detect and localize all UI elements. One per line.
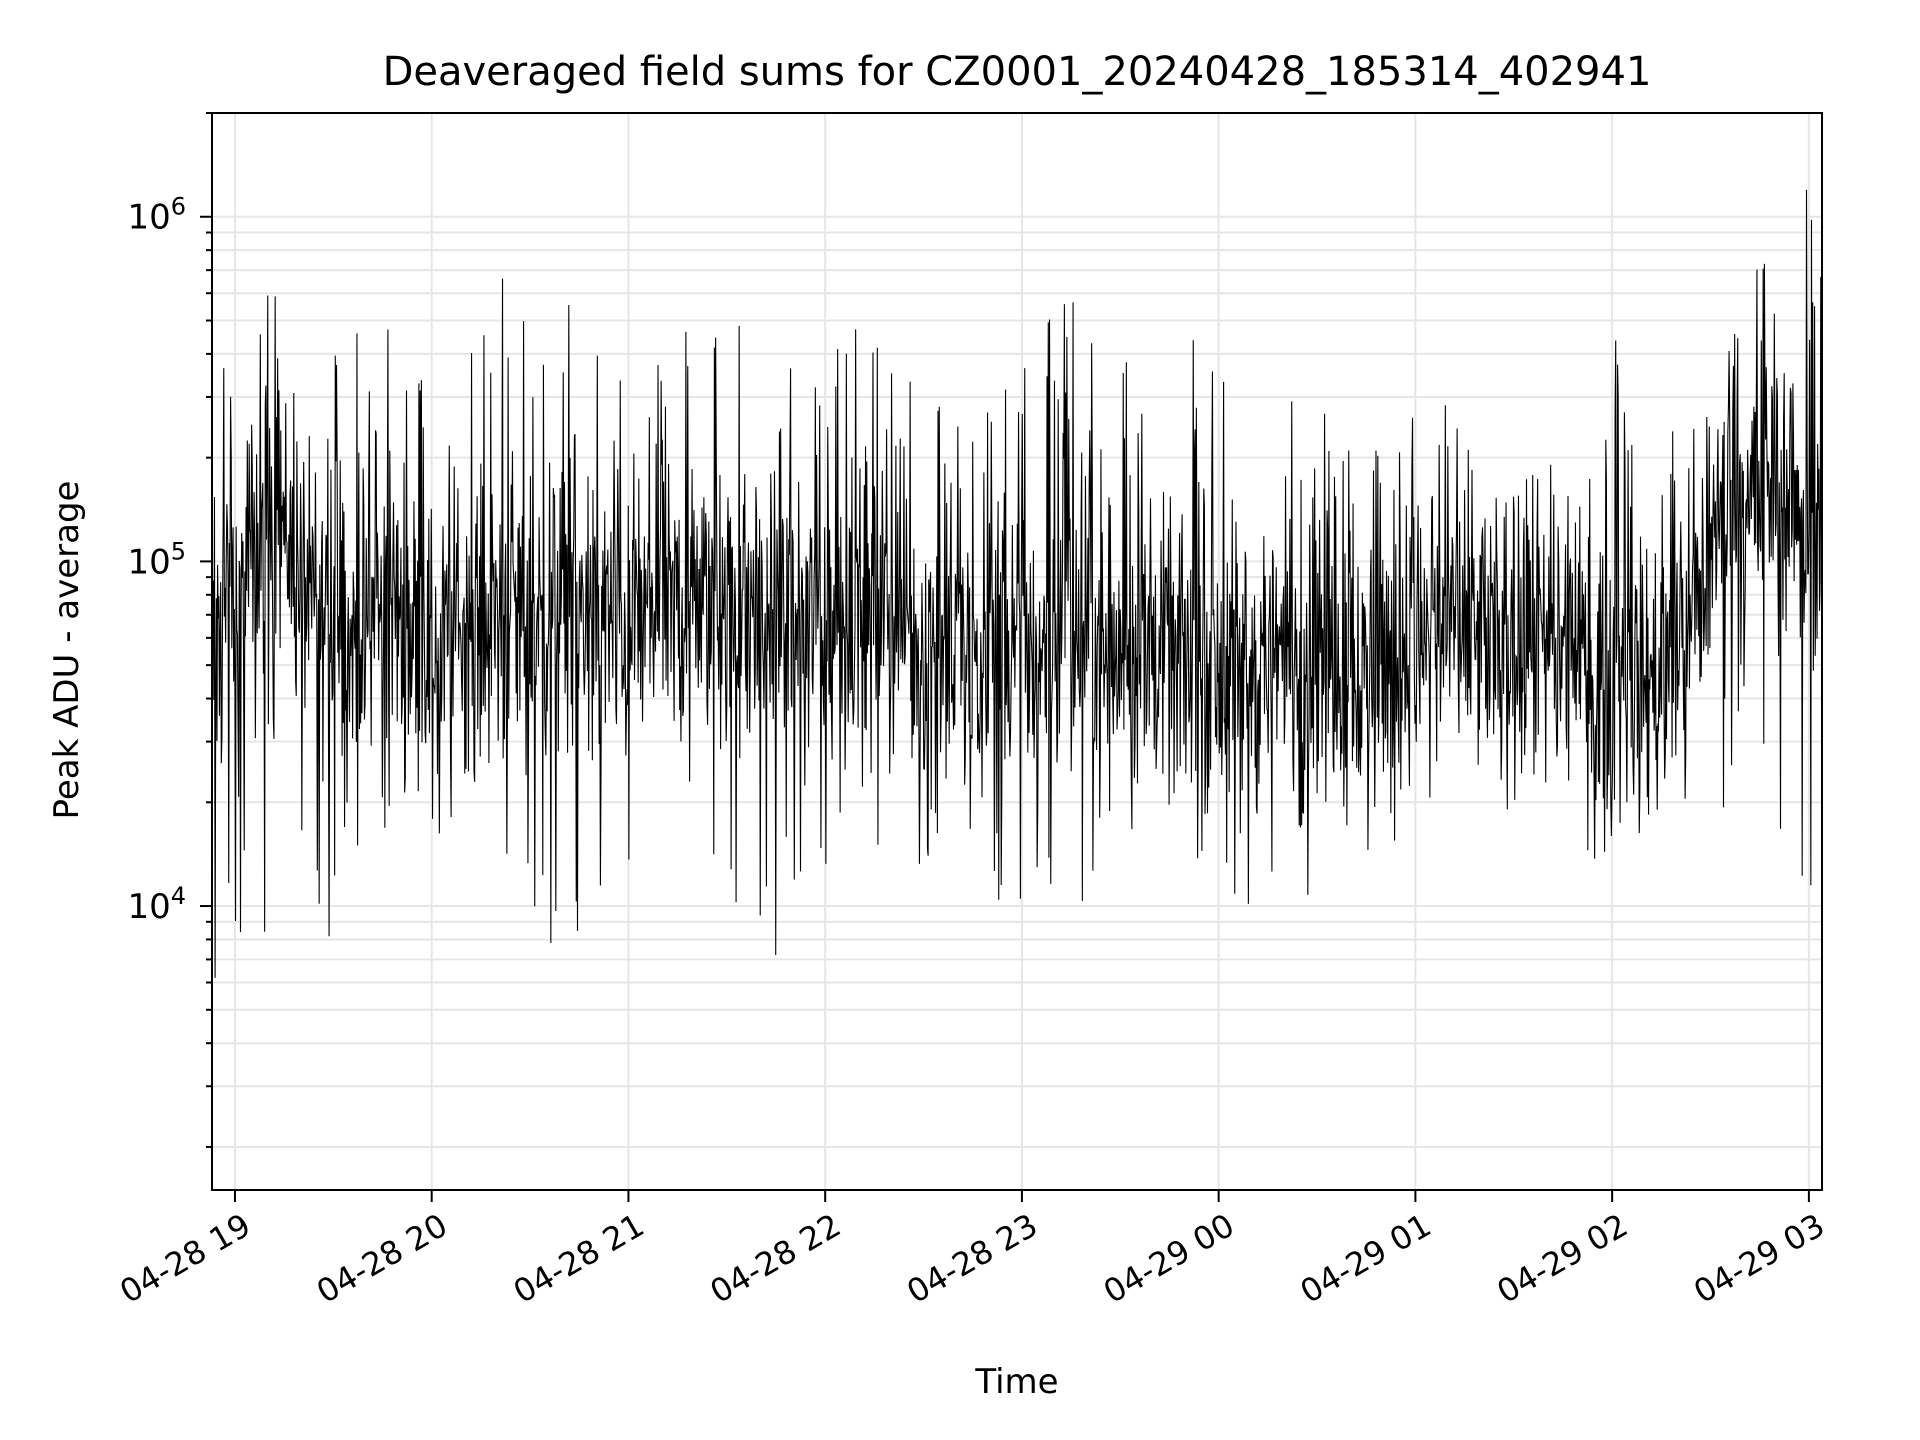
plot-frame — [211, 112, 1823, 1191]
y-axis-ticks: 104 105 106 — [127, 112, 212, 1148]
y-tick-label: 105 — [127, 537, 186, 582]
y-tick-label: 106 — [127, 193, 186, 238]
x-axis-label: Time — [974, 1362, 1058, 1402]
y-tick-label: 104 — [127, 882, 186, 927]
chart-title: Deaveraged field sums for CZ0001_2024042… — [383, 49, 1652, 95]
series-line — [211, 189, 1823, 978]
grid — [212, 112, 1822, 1190]
series-line-layer — [211, 189, 1823, 978]
y-axis-label: Peak ADU - average — [47, 481, 87, 820]
